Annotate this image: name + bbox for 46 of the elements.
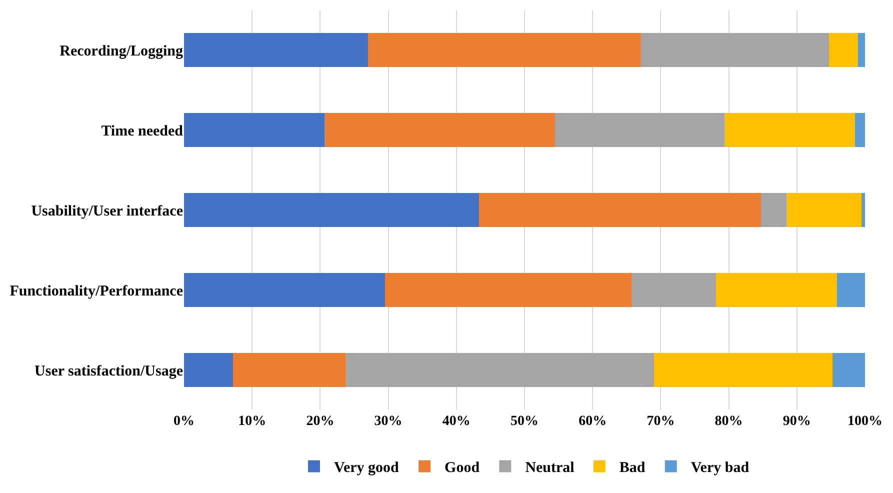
legend-label: Good: [444, 460, 480, 476]
bar: [631, 273, 716, 307]
bar: [184, 193, 479, 227]
bar: [716, 273, 838, 307]
x-tick-label: 90%: [782, 414, 811, 429]
legend-label: Very bad: [690, 460, 750, 476]
legend-label: Neutral: [525, 460, 574, 476]
y-tick-label: User satisfaction/Usage: [34, 363, 184, 380]
bar: [478, 193, 761, 227]
bar: [786, 193, 862, 227]
y-tick-label: Functionality/Performance: [10, 283, 184, 300]
bar: [555, 113, 725, 147]
bar: [654, 353, 832, 387]
bar: [837, 273, 865, 307]
bar: [184, 353, 234, 387]
x-tick-label: 40%: [442, 414, 470, 429]
x-tick-label: 20%: [306, 414, 334, 429]
x-tick-label: 60%: [578, 414, 607, 429]
x-tick-label: 100%: [848, 414, 882, 429]
bar: [184, 113, 324, 147]
x-tick-label: 80%: [714, 414, 743, 429]
bar: [858, 33, 865, 67]
bar: [640, 33, 829, 67]
bar: [760, 193, 787, 227]
bar: [384, 273, 632, 307]
y-tick-label: Recording/Logging: [60, 43, 184, 60]
bar: [862, 193, 865, 227]
y-tick-label: Time needed: [101, 123, 184, 140]
bar: [345, 353, 654, 387]
bar: [324, 113, 556, 147]
bar: [184, 273, 385, 307]
x-tick-label: 0%: [174, 414, 194, 429]
bar: [184, 33, 368, 67]
bar: [233, 353, 346, 387]
bar: [368, 33, 640, 67]
x-tick-label: 50%: [510, 414, 538, 429]
bar: [724, 113, 855, 147]
bar: [832, 353, 865, 387]
x-tick-label: 30%: [374, 414, 402, 429]
legend-label: Very good: [334, 460, 400, 476]
x-tick-label: 70%: [646, 414, 675, 429]
bar: [828, 33, 858, 67]
legend-label: Bad: [619, 460, 646, 476]
x-tick-label: 10%: [238, 414, 266, 429]
y-tick-label: Usability/User interface: [31, 203, 184, 220]
bar: [854, 113, 865, 147]
